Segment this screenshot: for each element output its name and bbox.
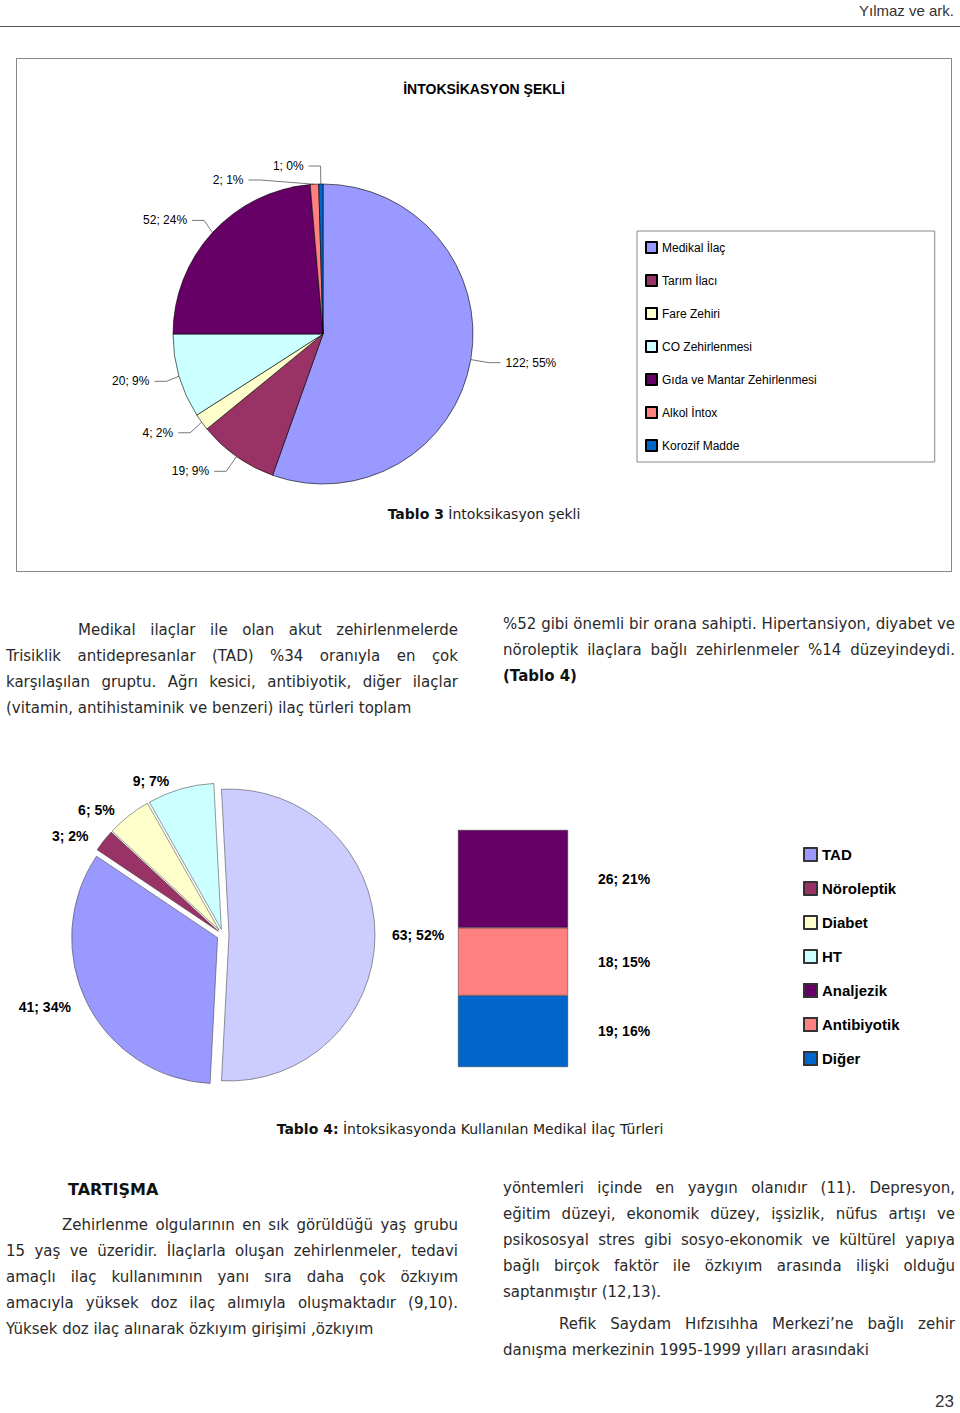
svg-text:26; 21%: 26; 21% <box>598 871 651 887</box>
svg-text:41; 34%: 41; 34% <box>19 999 72 1015</box>
html-text:Zehirlenme olgularının en sık: Zehirlenme olgularının en sık görüldüğü … <box>6 1216 458 1338</box>
svg-text:Antibiyotik: Antibiyotik <box>822 1016 900 1033</box>
svg-text:2; 1%: 2; 1% <box>213 173 244 187</box>
svg-text:1; 0%: 1; 0% <box>273 159 304 173</box>
svg-text:Medikal İlaç: Medikal İlaç <box>662 241 725 255</box>
svg-text:İNTOKSİKASYON ŞEKLİ: İNTOKSİKASYON ŞEKLİ <box>403 81 565 97</box>
svg-text:18; 15%: 18; 15% <box>598 954 651 970</box>
svg-text:Alkol İntox: Alkol İntox <box>662 406 717 420</box>
svg-text:HT: HT <box>822 948 842 965</box>
html-text:Yılmaz ve ark.: Yılmaz ve ark. <box>859 2 954 19</box>
svg-text:4; 2%: 4; 2% <box>143 426 174 440</box>
html-text:Tablo 3 İntoksikasyon şekli: Tablo 3 İntoksikasyon şekli <box>387 506 581 522</box>
svg-text:Diğer: Diğer <box>822 1050 861 1067</box>
html-text:yöntemleri içinde en yaygın ol: yöntemleri içinde en yaygın olanıdır (11… <box>503 1179 955 1301</box>
html-text:Medikal ilaçlar ile olan akut: Medikal ilaçlar ile olan akut zehirlenme… <box>6 621 458 717</box>
svg-text:CO Zehirlenmesi: CO Zehirlenmesi <box>662 340 752 354</box>
html-text:(Tablo 4): (Tablo 4) <box>503 667 577 685</box>
svg-text:6; 5%: 6; 5% <box>78 802 115 818</box>
svg-text:19; 9%: 19; 9% <box>172 464 210 478</box>
html-text:Tablo 4: İntoksikasyonda Kulla: Tablo 4: İntoksikasyonda Kullanılan Medi… <box>276 1121 664 1137</box>
svg-text:3; 2%: 3; 2% <box>52 828 89 844</box>
svg-text:63; 52%: 63; 52% <box>392 927 445 943</box>
svg-text:9; 7%: 9; 7% <box>133 773 170 789</box>
svg-text:Gıda ve Mantar Zehirlenmesi: Gıda ve Mantar Zehirlenmesi <box>662 373 817 387</box>
html-text:TARTIŞMA: TARTIŞMA <box>68 1180 159 1199</box>
html-text:23: 23 <box>935 1392 954 1411</box>
svg-text:Analjezik: Analjezik <box>822 982 888 999</box>
html-text:Refik Saydam Hıfzısıhha Merkez: Refik Saydam Hıfzısıhha Merkezi’ne bağlı… <box>503 1315 955 1359</box>
svg-text:Fare Zehiri: Fare Zehiri <box>662 307 720 321</box>
svg-text:52; 24%: 52; 24% <box>143 213 187 227</box>
svg-text:20; 9%: 20; 9% <box>112 374 150 388</box>
svg-text:19; 16%: 19; 16% <box>598 1023 651 1039</box>
svg-text:122; 55%: 122; 55% <box>506 356 557 370</box>
svg-text:TAD: TAD <box>822 846 852 863</box>
svg-text:Korozif Madde: Korozif Madde <box>662 439 740 453</box>
svg-text:Nöroleptik: Nöroleptik <box>822 880 897 897</box>
svg-text:Tarım İlacı: Tarım İlacı <box>662 274 717 288</box>
html-text:%52 gibi önemli bir orana sahi: %52 gibi önemli bir orana sahipti. Hiper… <box>503 615 955 659</box>
svg-text:Diabet: Diabet <box>822 914 868 931</box>
